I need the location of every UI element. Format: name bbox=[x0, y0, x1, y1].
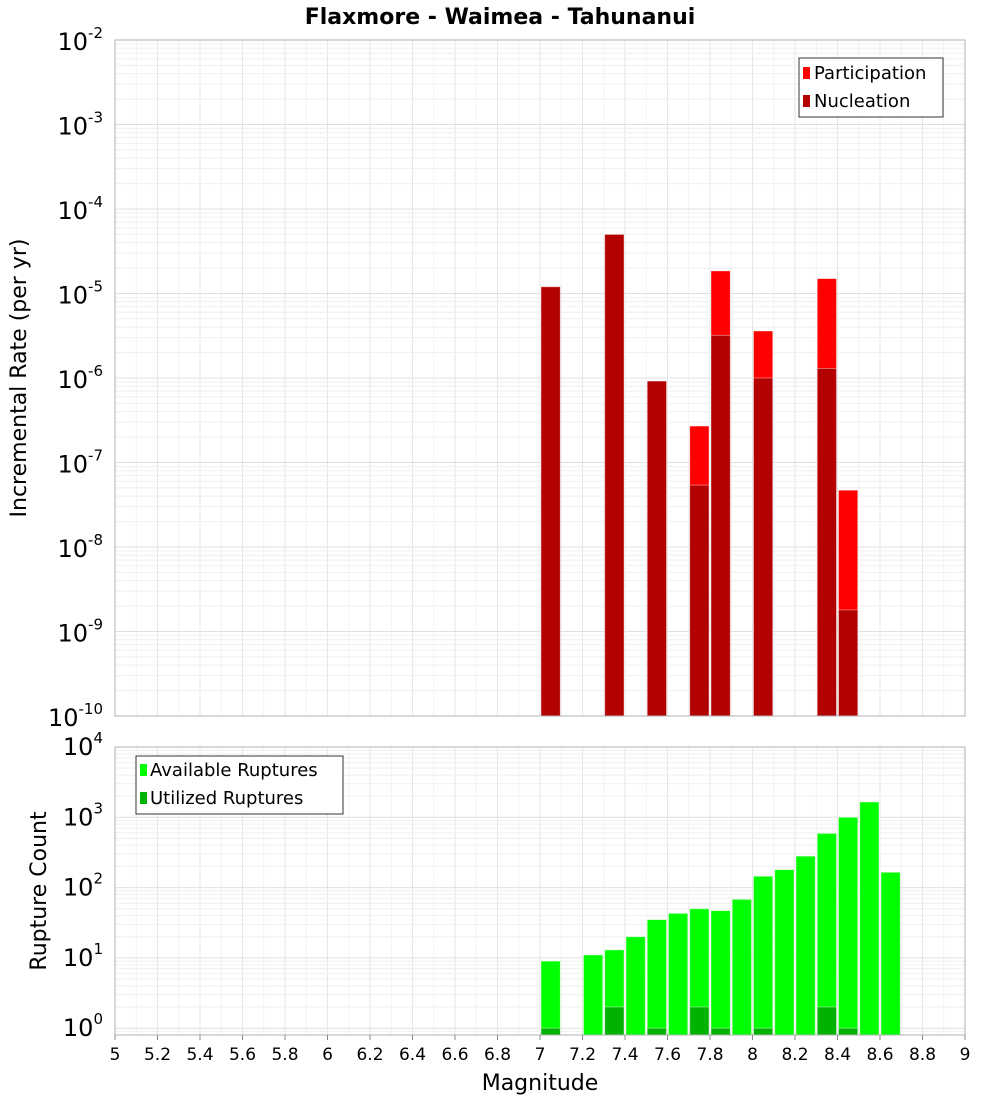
bar-utilized-ruptures bbox=[540, 1027, 561, 1036]
bar-available-ruptures bbox=[816, 833, 837, 1036]
bottom-legend: Available Ruptures Utilized Ruptures bbox=[135, 755, 344, 815]
top-y-axis-label: Incremental Rate (per yr) bbox=[7, 239, 32, 518]
x-tick-label: 6.2 bbox=[356, 1045, 383, 1065]
y-tick-label: 10-5 bbox=[57, 278, 103, 310]
top-legend: Participation Nucleation bbox=[798, 57, 944, 118]
bar-nucleation bbox=[838, 609, 859, 717]
legend-swatch-nucleation bbox=[803, 95, 810, 107]
x-axis-label: Magnitude bbox=[482, 1071, 599, 1096]
y-tick-label: 102 bbox=[63, 870, 103, 902]
bar-available-ruptures bbox=[625, 936, 646, 1036]
x-tick-label: 5.4 bbox=[186, 1045, 213, 1065]
bar-available-ruptures bbox=[710, 910, 731, 1036]
y-tick-label: 10-4 bbox=[57, 193, 103, 225]
bar-available-ruptures bbox=[774, 869, 795, 1036]
legend-swatch-utilized bbox=[140, 792, 147, 804]
x-tick-label: 8.6 bbox=[866, 1045, 893, 1065]
y-tick-label: 10-9 bbox=[57, 616, 103, 648]
x-tick-label: 5.6 bbox=[229, 1045, 256, 1065]
bar-available-ruptures bbox=[646, 919, 667, 1036]
legend-label-nucleation: Nucleation bbox=[814, 91, 910, 112]
legend-label-participation: Participation bbox=[814, 63, 926, 84]
bar-utilized-ruptures bbox=[710, 1027, 731, 1036]
bar-available-ruptures bbox=[753, 875, 774, 1036]
x-tick-label: 8.2 bbox=[781, 1045, 808, 1065]
x-tick-label: 5 bbox=[110, 1045, 121, 1065]
bar-utilized-ruptures bbox=[753, 1027, 774, 1036]
x-tick-label: 9 bbox=[960, 1045, 971, 1065]
x-tick-label: 5.2 bbox=[144, 1045, 171, 1065]
bar-available-ruptures bbox=[583, 954, 604, 1036]
x-tick-label: 7.8 bbox=[696, 1045, 723, 1065]
bar-available-ruptures bbox=[731, 898, 752, 1036]
bar-utilized-ruptures bbox=[604, 1006, 625, 1036]
y-tick-label: 10-3 bbox=[57, 109, 103, 141]
y-tick-label: 103 bbox=[63, 799, 103, 831]
legend-swatch-available bbox=[140, 764, 147, 776]
x-tick-label: 6.4 bbox=[399, 1045, 426, 1065]
bar-utilized-ruptures bbox=[838, 1027, 859, 1036]
bottom-y-axis-label: Rupture Count bbox=[27, 811, 52, 971]
bar-available-ruptures bbox=[880, 871, 901, 1036]
y-tick-label: 104 bbox=[63, 729, 103, 761]
bar-nucleation bbox=[604, 234, 625, 717]
bar-available-ruptures bbox=[540, 960, 561, 1036]
y-tick-label: 100 bbox=[63, 1010, 103, 1042]
y-tick-label: 10-7 bbox=[57, 447, 103, 479]
x-tick-label: 7.6 bbox=[654, 1045, 681, 1065]
x-tick-label: 6.8 bbox=[484, 1045, 511, 1065]
bar-nucleation bbox=[646, 380, 667, 717]
legend-swatch-participation bbox=[803, 67, 810, 79]
legend-label-utilized: Utilized Ruptures bbox=[150, 788, 303, 809]
bar-utilized-ruptures bbox=[689, 1006, 710, 1036]
bar-nucleation bbox=[710, 334, 731, 717]
bar-available-ruptures bbox=[668, 912, 689, 1036]
legend-label-available: Available Ruptures bbox=[150, 760, 318, 781]
y-tick-label: 10-10 bbox=[48, 700, 103, 732]
bar-nucleation bbox=[816, 367, 837, 717]
bar-available-ruptures bbox=[859, 801, 880, 1036]
x-tick-label: 6.6 bbox=[441, 1045, 468, 1065]
x-tick-label: 7 bbox=[535, 1045, 546, 1065]
x-tick-label: 8.8 bbox=[909, 1045, 936, 1065]
y-tick-label: 101 bbox=[63, 940, 103, 972]
x-tick-label: 6 bbox=[322, 1045, 333, 1065]
x-tick-label: 8 bbox=[747, 1045, 758, 1065]
y-tick-label: 10-8 bbox=[57, 531, 103, 563]
x-tick-label: 7.4 bbox=[611, 1045, 638, 1065]
bar-nucleation bbox=[689, 484, 710, 717]
bar-nucleation bbox=[540, 286, 561, 717]
bar-utilized-ruptures bbox=[646, 1027, 667, 1036]
top-plot-frame bbox=[114, 39, 966, 717]
x-tick-label: 8.4 bbox=[824, 1045, 851, 1065]
y-tick-label: 10-6 bbox=[57, 362, 103, 394]
chart-title: Flaxmore - Waimea - Tahunanui bbox=[305, 5, 696, 30]
bar-nucleation bbox=[753, 377, 774, 717]
bar-available-ruptures bbox=[795, 855, 816, 1036]
bar-utilized-ruptures bbox=[816, 1006, 837, 1036]
bar-available-ruptures bbox=[838, 816, 859, 1036]
x-tick-label: 5.8 bbox=[271, 1045, 298, 1065]
x-tick-label: 7.2 bbox=[569, 1045, 596, 1065]
y-tick-label: 10-2 bbox=[57, 24, 103, 56]
